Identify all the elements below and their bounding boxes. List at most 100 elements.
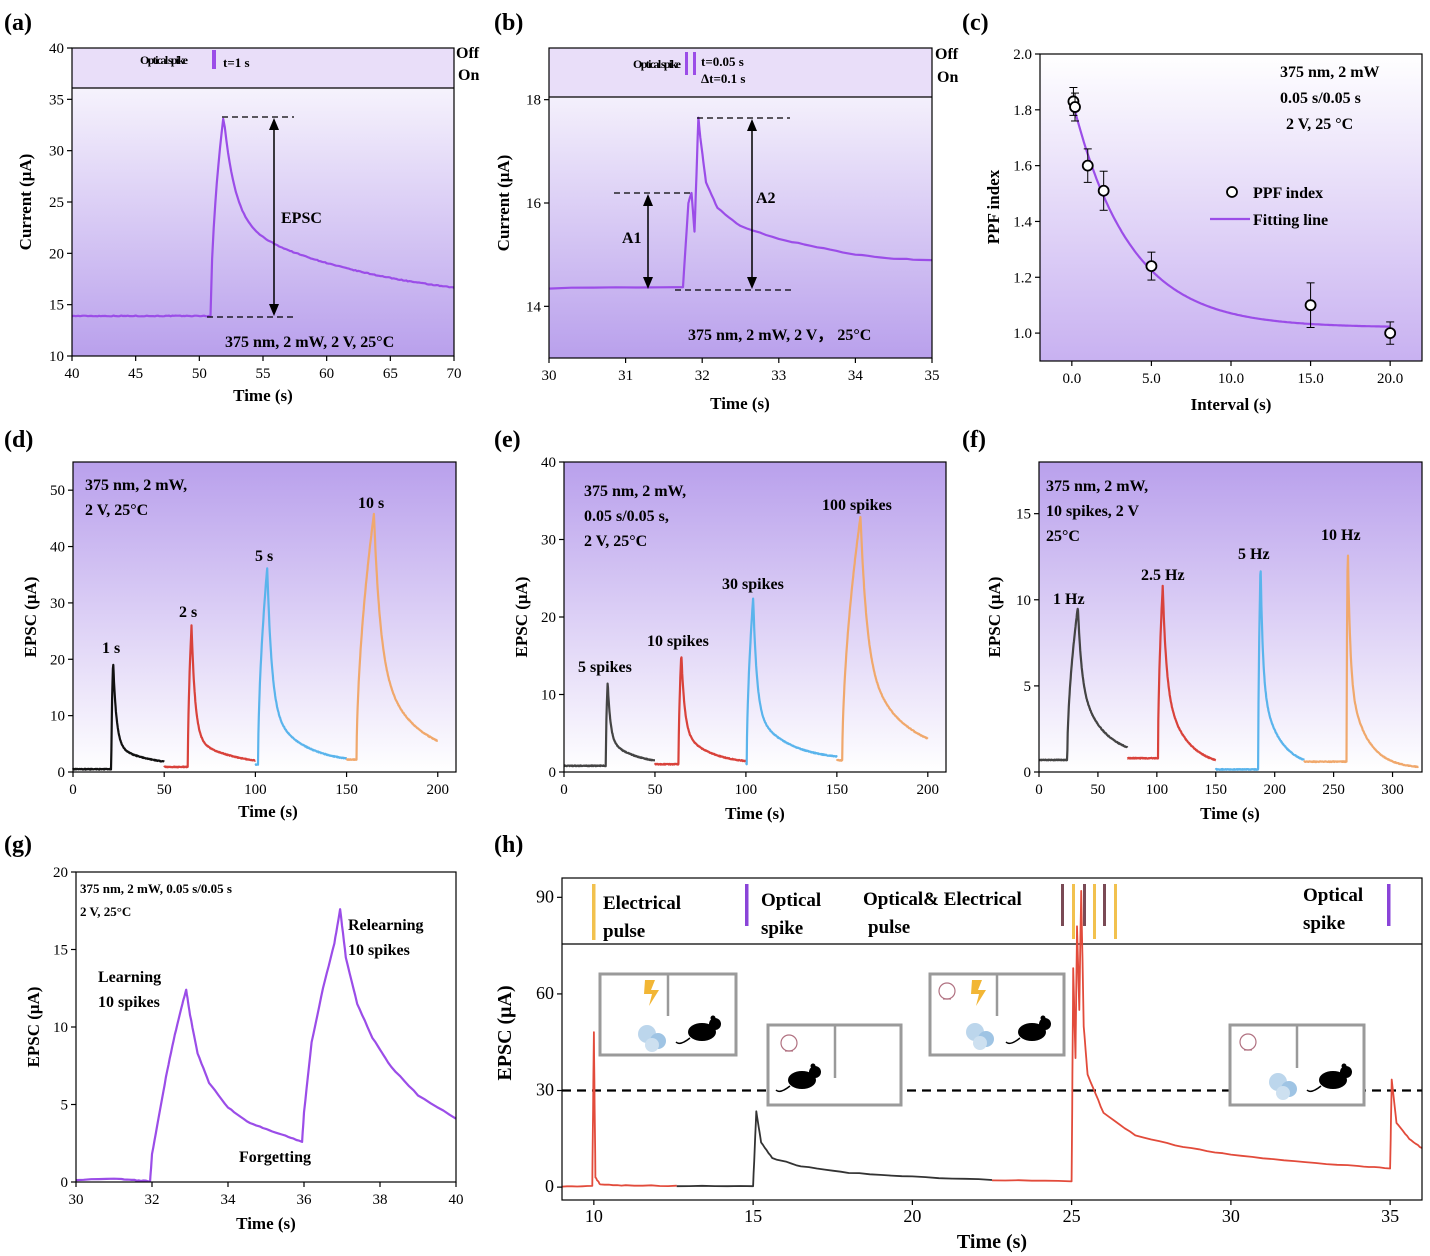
x-tick-label: 35 [925,368,940,384]
series-line-1 [561,1031,677,1188]
data-point [1097,184,1110,197]
y-tick-label: 15 [53,943,68,959]
air-puff-icon [638,1025,666,1052]
annotation-line-2: 2 V, 25°C [80,904,131,919]
lightning-icon [644,980,659,1006]
on-label: On [937,69,958,86]
plot-background [549,48,932,358]
electrical-pulse-marker [592,884,596,940]
data-point [1384,327,1397,339]
x-tick-label: 50 [647,782,662,798]
annotation-line-3: 2 V, 25 °C [1286,116,1353,133]
panel-label: (f) [962,427,986,453]
annotation-line-3: 2 V, 25°C [584,533,647,550]
x-tick-label: 150 [826,782,849,798]
y-tick-label: 0 [1024,765,1032,781]
light-bulb-icon [780,1034,798,1052]
x-axis-label: Interval (s) [1191,395,1272,414]
x-tick-label: 100 [735,782,758,798]
panel-label: (c) [962,10,989,36]
stim-label-electrical-2: pulse [603,921,645,942]
annotation-line-1: 375 nm, 2 mW, 0.05 s/0.05 s [80,881,232,896]
x-tick-label: 32 [695,368,710,384]
x-tick-label: 25 [1063,1206,1081,1226]
series-line-4 [1303,554,1420,769]
y-axis-label: EPSC (μA) [24,987,43,1068]
y-tick-label: 30 [49,144,64,160]
combined-marker-6 [1114,884,1117,939]
illustration-optical-2 [1228,1023,1366,1107]
y-tick-label: 1.0 [1013,326,1032,342]
x-tick-label: 34 [848,368,864,384]
stim-label-combined: Optical& Electrical [863,889,1022,910]
annotation-line-1: 375 nm, 2 mW [1280,64,1380,81]
y-tick-label: 30 [536,1080,554,1100]
series-line-1 [548,116,933,290]
y-tick-label: 1.8 [1013,103,1032,119]
plot-frame [1038,461,1423,773]
panel-f: (f) 375 nm, 2 mW, 10 spikes, 2 V 25°C 1 … [962,427,1423,823]
y-tick-label: 10 [53,1020,68,1036]
plot-background [72,48,454,356]
x-tick-label: 31 [618,368,633,384]
y-tick-label: 5 [1024,679,1032,695]
x-axis-label: Time (s) [236,1214,296,1233]
stim-label-optical-b-2: spike [1303,913,1345,934]
y-tick-label: 10 [49,349,64,365]
x-tick-label: 100 [244,782,267,798]
x-tick-label: 150 [335,782,358,798]
y-axis-label: EPSC (μA) [512,577,531,658]
annotation-a1: A1 [622,230,642,247]
y-axis-label: Current (μA) [494,155,513,252]
y-tick-label: 35 [49,92,64,108]
y-tick-label: 0 [58,765,66,781]
stim-label-electrical: Electrical [603,893,681,914]
combined-marker-2 [1072,884,1075,939]
x-axis-label: Time (s) [725,804,785,823]
panel-c: (c) 375 nm, 2 mW 0.05 s/0.05 s 2 V, 25 °… [962,10,1423,414]
series-label-2: 2 s [179,604,197,621]
illustration-combined [928,972,1066,1057]
x-tick-label: 300 [1381,782,1404,798]
series-label-3: 5 s [255,548,273,565]
series-label-3: 30 spikes [722,576,784,593]
y-tick-label: 15 [1016,507,1031,523]
x-axis-label: Time (s) [233,386,293,405]
series-line-2 [1126,584,1217,762]
label-learning: Learning [98,969,161,986]
x-tick-label: 200 [917,782,940,798]
panel-label: (g) [4,832,32,858]
optical-spike-marker-2 [1387,884,1391,926]
stim-label-combined-2: pulse [868,917,910,938]
series-label-4: 10 Hz [1321,527,1361,544]
panel-g: (g) 375 nm, 2 mW, 0.05 s/0.05 s 2 V, 25°… [4,832,464,1233]
y-tick-label: 15 [49,298,64,314]
x-tick-label: 30 [542,368,557,384]
y-tick-label: 20 [50,652,65,668]
series-line-1 [71,117,455,318]
series-line-3 [254,567,348,766]
air-puff-icon [1269,1073,1297,1100]
series-label-2: 2.5 Hz [1141,567,1185,584]
x-tick-label: 40 [65,366,80,382]
x-tick-label: 200 [1263,782,1286,798]
plot-background [76,872,456,1182]
x-tick-label: 0.0 [1062,371,1081,387]
series-label-1: 1 s [102,640,120,657]
y-tick-label: 90 [536,886,554,906]
annotation-conditions: 375 nm, 2 mW, 2 V， 25°C [688,327,871,344]
y-axis-label: PPF index [984,169,1003,244]
x-tick-label: 100 [1146,782,1169,798]
off-label: Off [456,45,480,62]
annotation-line-3: 25°C [1046,528,1080,545]
x-tick-label: 0 [69,782,77,798]
y-tick-label: 40 [541,455,556,471]
y-tick-label: 50 [50,483,65,499]
y-tick-label: 0 [545,1176,554,1196]
plot-background [564,462,946,772]
panel-e: (e) 375 nm, 2 mW, 0.05 s/0.05 s, 2 V, 25… [494,427,947,823]
annotation-line-1: 375 nm, 2 mW, [85,477,187,494]
panel-d: (d) 375 nm, 2 mW, 2 V, 25°C 1 s 2 s 5 s … [4,427,457,821]
x-tick-label: 33 [771,368,786,384]
y-tick-label: 40 [50,540,65,556]
